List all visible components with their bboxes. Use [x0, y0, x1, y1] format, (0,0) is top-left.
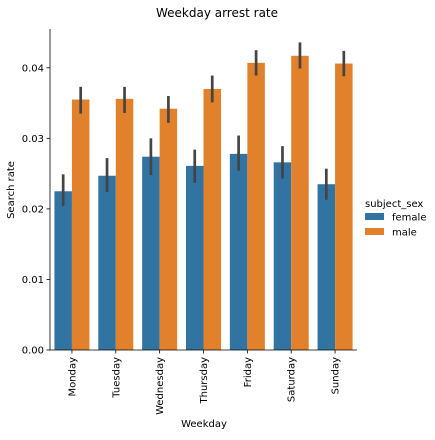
- bar-female-friday: [229, 153, 248, 350]
- y-tick-label: 0.00: [22, 346, 44, 357]
- x-tick-label-sunday: Sunday: [331, 357, 342, 394]
- x-tick-label-thursday: Thursday: [199, 357, 210, 405]
- x-tick-label-monday: Monday: [67, 357, 78, 397]
- x-tick-label-tuesday: Tuesday: [111, 357, 122, 399]
- y-axis-label: Search rate: [6, 161, 17, 219]
- chart-title: Weekday arrest rate: [156, 6, 278, 20]
- bar-female-tuesday: [98, 175, 116, 350]
- bar-male-saturday: [291, 55, 309, 351]
- bar-male-wednesday: [159, 108, 178, 350]
- bar-female-sunday: [317, 184, 336, 350]
- legend-swatch-female: [365, 213, 384, 220]
- y-tick-label: 0.02: [22, 204, 44, 215]
- y-tick-label: 0.04: [22, 63, 44, 74]
- legend-label-female: female: [392, 213, 426, 224]
- x-tick-label-wednesday: Wednesday: [155, 357, 166, 415]
- bar-male-tuesday: [115, 98, 134, 350]
- x-axis-label: Weekday: [181, 419, 227, 430]
- y-tick-label: 0.01: [22, 275, 44, 286]
- legend: subject_sex female male: [365, 199, 426, 239]
- legend-label-male: male: [392, 228, 417, 239]
- y-tick-label: 0.03: [22, 134, 44, 145]
- bar-female-saturday: [273, 162, 292, 350]
- x-tick-label-saturday: Saturday: [287, 357, 298, 402]
- bar-male-thursday: [203, 88, 221, 350]
- plot-area: 0.00 0.01 0.02 0.03 0.04 Monday Tuesday Wednesd…: [22, 29, 357, 415]
- bar-male-monday: [71, 99, 90, 350]
- bar-female-thursday: [186, 165, 204, 350]
- x-tick-label-friday: Friday: [243, 357, 254, 387]
- legend-swatch-male: [365, 228, 384, 235]
- bar-female-wednesday: [142, 156, 160, 350]
- bar-male-sunday: [335, 63, 353, 351]
- bar-male-friday: [247, 62, 265, 350]
- bar-female-monday: [54, 191, 72, 350]
- legend-title: subject_sex: [365, 199, 423, 210]
